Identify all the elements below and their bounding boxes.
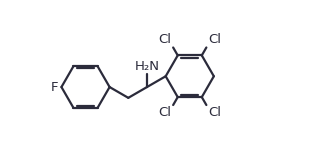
- Text: Cl: Cl: [208, 33, 221, 46]
- Text: Cl: Cl: [208, 106, 221, 119]
- Text: H₂N: H₂N: [135, 60, 160, 73]
- Text: Cl: Cl: [158, 106, 171, 119]
- Text: F: F: [51, 81, 59, 94]
- Text: Cl: Cl: [158, 33, 171, 46]
